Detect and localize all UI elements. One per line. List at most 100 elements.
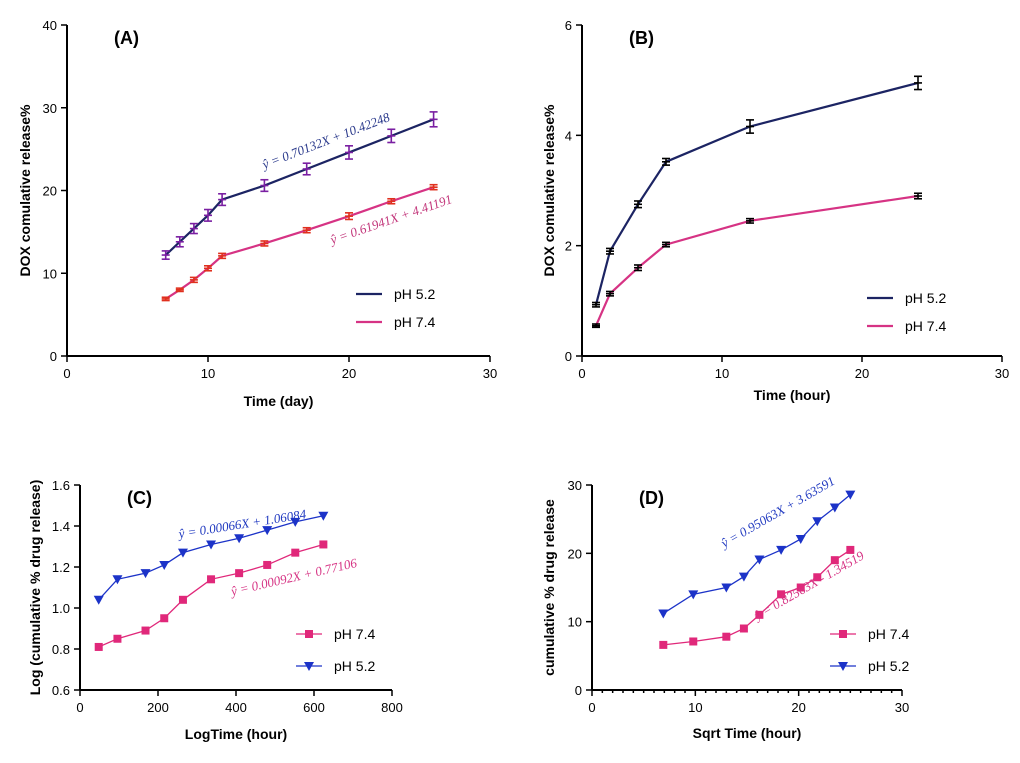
y-tick-label: 30 xyxy=(568,478,582,493)
panel-label: (D) xyxy=(639,488,664,508)
data-point xyxy=(658,609,669,619)
series-line-ph-7-4 xyxy=(663,549,851,646)
legend-marker xyxy=(839,630,847,638)
panel-label: (B) xyxy=(629,28,654,48)
data-point xyxy=(846,545,855,554)
legend-label: pH 5.2 xyxy=(868,658,909,674)
x-tick-label: 20 xyxy=(855,366,869,381)
data-point xyxy=(113,634,122,643)
series-line-ph-7-4 xyxy=(594,194,919,327)
data-point xyxy=(688,590,699,600)
legend-label: pH 5.2 xyxy=(334,658,375,674)
data-point xyxy=(689,637,698,646)
data-point xyxy=(845,490,856,500)
y-tick-label: 1.2 xyxy=(52,560,70,575)
y-tick-label: 40 xyxy=(43,18,57,33)
data-point xyxy=(291,548,300,557)
x-axis-title: Time (day) xyxy=(244,393,314,409)
data-point xyxy=(177,548,188,558)
data-point xyxy=(94,642,103,651)
y-tick-label: 0 xyxy=(50,349,57,364)
x-tick-label: 800 xyxy=(381,700,403,715)
data-point xyxy=(290,517,301,527)
y-tick-label: 0.8 xyxy=(52,642,70,657)
y-tick-label: 20 xyxy=(43,184,57,199)
data-point xyxy=(776,545,787,555)
legend-marker xyxy=(838,662,848,671)
x-tick-label: 20 xyxy=(791,700,805,715)
y-axis-title: DOX comulative release% xyxy=(17,104,33,277)
data-point xyxy=(777,590,786,599)
data-point xyxy=(754,555,765,565)
data-point xyxy=(813,573,822,582)
data-point xyxy=(178,595,187,604)
y-axis-title: cumulative % drug release xyxy=(541,499,557,676)
data-point xyxy=(812,517,823,527)
x-axis-title: Time (hour) xyxy=(754,387,831,403)
data-point xyxy=(140,569,151,579)
series-line-ph-5-2 xyxy=(662,494,851,615)
y-tick-label: 10 xyxy=(568,615,582,630)
series-line-ph-7-4 xyxy=(98,543,324,648)
data-point xyxy=(234,534,245,544)
legend-label: pH 7.4 xyxy=(868,626,909,642)
regression-equation: ŷ = 0.82563X - 1.34519 xyxy=(750,548,867,624)
data-point xyxy=(796,583,805,592)
data-point xyxy=(830,556,839,565)
x-axis-title: LogTime (hour) xyxy=(185,726,287,742)
data-point xyxy=(206,540,217,550)
x-tick-label: 400 xyxy=(225,700,247,715)
series-line-ph-7-4 xyxy=(165,186,434,300)
data-point xyxy=(262,526,273,536)
y-tick-label: 0.6 xyxy=(52,683,70,698)
data-point xyxy=(755,610,764,619)
x-tick-label: 0 xyxy=(63,366,70,381)
y-tick-label: 10 xyxy=(43,266,57,281)
x-tick-label: 30 xyxy=(995,366,1009,381)
x-tick-label: 600 xyxy=(303,700,325,715)
data-point xyxy=(739,624,748,633)
series-line-ph-5-2 xyxy=(594,81,919,305)
legend-marker xyxy=(305,630,313,638)
regression-equation: ŷ = 0.95063X + 3.63591 xyxy=(717,473,838,551)
x-axis-title: Sqrt Time (hour) xyxy=(693,725,802,741)
panel-c: 0 200 400 600 800 0.6 0.8 1.0 1.2 1.4 1.6 LogTime (… xyxy=(27,478,403,742)
data-point xyxy=(721,583,732,593)
x-tick-label: 200 xyxy=(147,700,169,715)
data-point xyxy=(829,503,840,513)
data-point xyxy=(659,640,668,649)
panel-d: 0 10 20 30 0 10 20 30 Sqrt Time (hour) cumulative… xyxy=(541,473,909,741)
series-line-ph-5-2 xyxy=(98,515,324,601)
x-tick-label: 0 xyxy=(76,700,83,715)
legend-marker xyxy=(304,662,314,671)
data-point xyxy=(795,534,806,544)
x-tick-label: 10 xyxy=(715,366,729,381)
y-tick-label: 20 xyxy=(568,546,582,561)
panel-b: 0 10 20 30 0 2 4 6 Time (hour) DOX comulative rel… xyxy=(541,18,1009,403)
data-point xyxy=(722,632,731,641)
data-point xyxy=(160,614,169,623)
data-point xyxy=(141,626,150,635)
x-tick-label: 30 xyxy=(483,366,497,381)
y-tick-label: 1.4 xyxy=(52,519,70,534)
panel-a: 0 10 20 30 0 10 20 30 40 Time (day) DOX comulative… xyxy=(17,18,497,409)
y-tick-label: 2 xyxy=(565,239,572,254)
legend-label: pH 7.4 xyxy=(905,318,946,334)
y-tick-label: 30 xyxy=(43,101,57,116)
legend-label: pH 7.4 xyxy=(334,626,375,642)
x-tick-label: 30 xyxy=(895,700,909,715)
y-tick-label: 4 xyxy=(565,128,572,143)
data-point xyxy=(235,569,244,578)
x-tick-label: 10 xyxy=(201,366,215,381)
y-tick-label: 6 xyxy=(565,18,572,33)
data-point xyxy=(318,511,329,521)
x-tick-label: 0 xyxy=(588,700,595,715)
data-point xyxy=(319,540,328,549)
y-tick-label: 1.0 xyxy=(52,601,70,616)
data-point xyxy=(159,560,170,570)
regression-equation: ŷ = 0.00092X + 0.77106 xyxy=(227,555,358,599)
data-point xyxy=(207,575,216,584)
y-tick-label: 0 xyxy=(575,683,582,698)
x-tick-label: 10 xyxy=(688,700,702,715)
